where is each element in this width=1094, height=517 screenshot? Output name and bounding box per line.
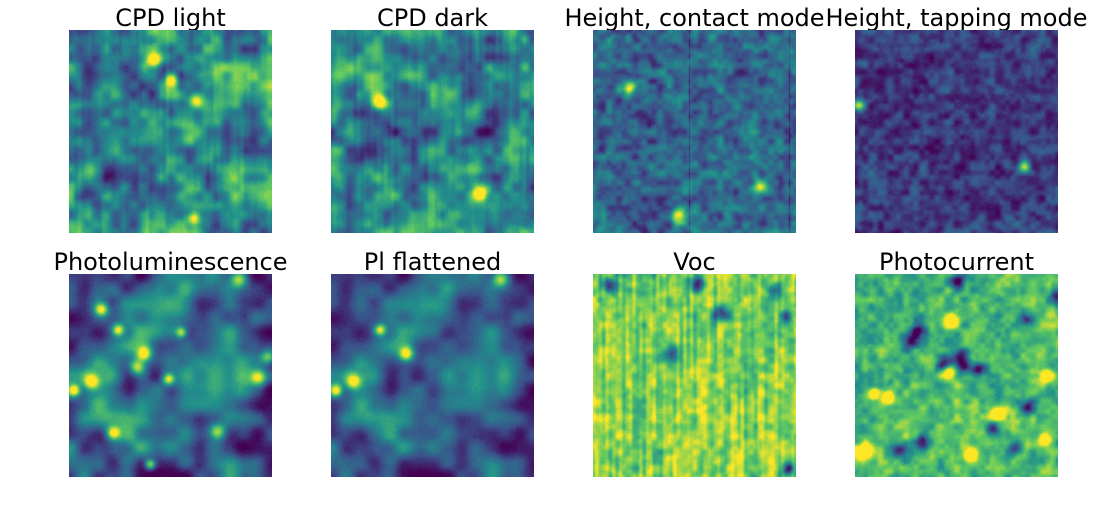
heatmap-photoluminescence (69, 274, 272, 477)
heatmap-pl-flattened (331, 274, 534, 477)
heatmap-photocurrent (855, 274, 1058, 477)
panel-title-pl-flattened: Pl flattened (363, 248, 502, 276)
heatmap-height-tapping-mode (855, 30, 1058, 233)
panel-title-voc: Voc (673, 248, 716, 276)
panel-title-cpd-light: CPD light (115, 4, 226, 32)
heatmap-cpd-dark (331, 30, 534, 233)
heatmap-voc (593, 274, 796, 477)
heatmap-cpd-light (69, 30, 272, 233)
heatmap-height-contact-mode (593, 30, 796, 233)
panel-title-photocurrent: Photocurrent (878, 248, 1035, 276)
panel-title-photoluminescence: Photoluminescence (53, 248, 288, 276)
panel-title-cpd-dark: CPD dark (376, 4, 489, 32)
panel-title-height-tapping-mode: Height, tapping mode (825, 4, 1088, 32)
panel-title-height-contact-mode: Height, contact mode (564, 4, 825, 32)
